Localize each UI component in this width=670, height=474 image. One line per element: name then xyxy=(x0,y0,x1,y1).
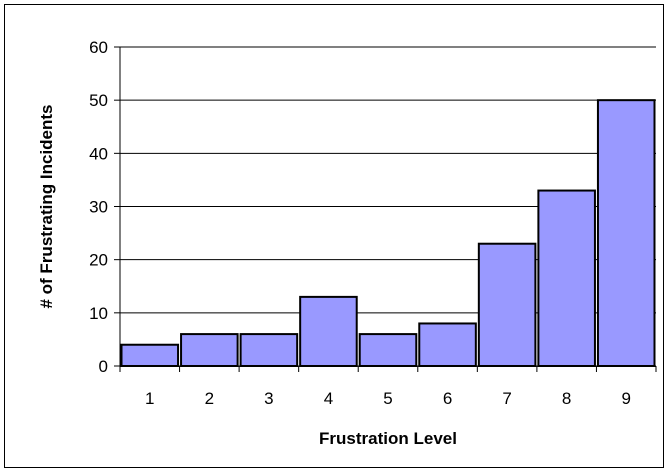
x-tick-label: 1 xyxy=(145,389,154,408)
x-tick-label: 9 xyxy=(621,389,630,408)
bar xyxy=(299,295,358,367)
y-tick-label: 0 xyxy=(99,357,108,376)
x-axis-title: Frustration Level xyxy=(319,429,457,448)
bar xyxy=(537,189,596,367)
bar xyxy=(120,343,180,368)
x-tick-label: 2 xyxy=(205,389,214,408)
x-tick-labels: 1 2 3 4 5 6 7 8 9 xyxy=(145,389,631,408)
bar xyxy=(180,333,239,368)
y-tick-label: 50 xyxy=(89,91,108,110)
y-tick-label: 40 xyxy=(89,144,108,163)
y-axis-title: # of Frustrating Incidents xyxy=(37,104,56,308)
x-tick-label: 4 xyxy=(324,389,333,408)
bar xyxy=(418,322,477,368)
x-tick-label: 7 xyxy=(502,389,511,408)
y-tick-label: 30 xyxy=(89,198,108,217)
bar xyxy=(239,333,299,368)
y-tick-label: 20 xyxy=(89,251,108,270)
bars xyxy=(119,99,657,372)
y-tick-label: 10 xyxy=(89,304,108,323)
y-tick-labels: 0 10 20 30 40 50 60 xyxy=(89,38,108,376)
x-tick-label: 6 xyxy=(443,389,452,408)
bar xyxy=(477,242,537,367)
x-tick-label: 5 xyxy=(383,389,392,408)
axes xyxy=(119,47,656,367)
x-tick-label: 8 xyxy=(562,389,571,408)
bar xyxy=(596,99,656,368)
y-tick-label: 60 xyxy=(89,38,108,57)
x-tick-label: 3 xyxy=(264,389,273,408)
bar xyxy=(358,333,418,368)
